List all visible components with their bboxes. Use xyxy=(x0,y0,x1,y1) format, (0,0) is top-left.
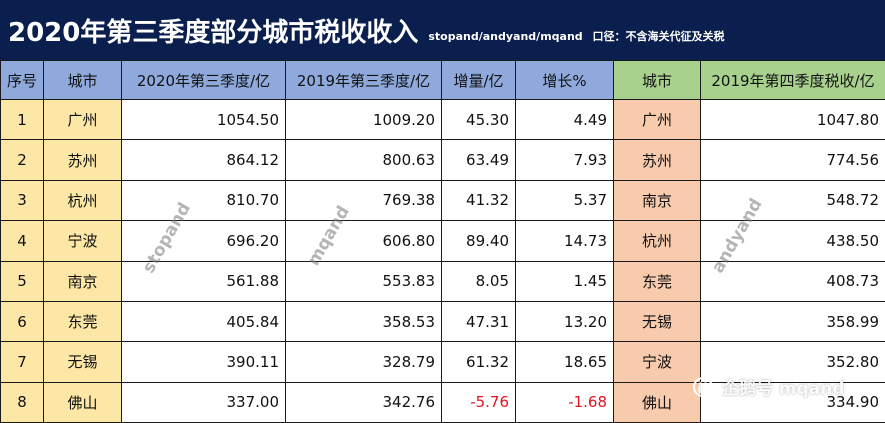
q3-2020-cell: 561.88 xyxy=(121,260,286,302)
city-cell: 南京 xyxy=(43,260,122,302)
q3-2019-cell: 1009.20 xyxy=(285,98,442,141)
q3-2019-cell: 358.53 xyxy=(285,300,442,343)
city-2-cell: 广州 xyxy=(613,98,701,141)
growth-cell: 14.73 xyxy=(515,220,614,262)
city-cell: 无锡 xyxy=(43,341,122,383)
growth-cell: 1.45 xyxy=(515,260,614,302)
penguin-logo-icon xyxy=(693,377,713,397)
title-bar: 2020年第三季度部分城市税收收入 stopand/andyand/mqand … xyxy=(0,0,885,60)
col-header-rank: 序号 xyxy=(0,60,44,100)
q4-2019-cell: 1047.80 xyxy=(700,98,885,141)
rank-cell: 6 xyxy=(0,300,44,343)
city-2-cell: 无锡 xyxy=(613,300,701,343)
table-row: 6 东莞 405.84 358.53 47.31 13.20 无锡 358.99 xyxy=(0,300,885,343)
q4-2019-cell: 358.99 xyxy=(700,300,885,343)
brand-text: 企鹅号 mqand xyxy=(722,378,845,399)
table-row: 7 无锡 390.11 328.79 61.32 18.65 宁波 352.80 xyxy=(0,341,885,383)
city-cell: 佛山 xyxy=(43,381,122,423)
city-2-cell: 苏州 xyxy=(613,139,701,181)
q3-2020-cell: 390.11 xyxy=(121,341,286,383)
rank-cell: 3 xyxy=(0,179,44,222)
table-row: 1 广州 1054.50 1009.20 45.30 4.49 广州 1047.… xyxy=(0,98,885,141)
col-header-city-2: 城市 xyxy=(613,60,701,100)
q3-2019-cell: 769.38 xyxy=(285,179,442,222)
city-cell: 宁波 xyxy=(43,220,122,262)
q3-2019-cell: 328.79 xyxy=(285,341,442,383)
sources-text: stopand/andyand/mqand xyxy=(428,30,583,43)
q4-2019-cell: 334.90 xyxy=(700,381,885,423)
col-header-city: 城市 xyxy=(43,60,122,100)
q3-2019-cell: 342.76 xyxy=(285,381,442,423)
growth-cell: 7.93 xyxy=(515,139,614,181)
q3-2020-cell: 1054.50 xyxy=(121,98,286,141)
rank-cell: 4 xyxy=(0,220,44,262)
rank-cell: 8 xyxy=(0,381,44,423)
table-row: 4 宁波 696.20 606.80 89.40 14.73 杭州 438.50 xyxy=(0,220,885,262)
city-cell: 广州 xyxy=(43,98,122,141)
brand-watermark: 企鹅号 mqand xyxy=(690,372,845,400)
tax-revenue-table: 序号 城市 2020年第三季度/亿 2019年第三季度/亿 增量/亿 增长% 城… xyxy=(0,60,885,423)
growth-cell: 13.20 xyxy=(515,300,614,343)
city-2-cell: 杭州 xyxy=(613,220,701,262)
table-row: 5 南京 561.88 553.83 8.05 1.45 东莞 408.73 xyxy=(0,260,885,302)
q4-2019-cell: 548.72 xyxy=(700,179,885,222)
rank-cell: 1 xyxy=(0,98,44,141)
increase-cell: 63.49 xyxy=(441,139,516,181)
page-title: 2020年第三季度部分城市税收收入 xyxy=(8,17,419,48)
table-row: 8 佛山 337.00 342.76 -5.76 -1.68 佛山 334.90 xyxy=(0,381,885,423)
q3-2020-cell: 810.70 xyxy=(121,179,286,222)
increase-cell: 41.32 xyxy=(441,179,516,222)
city-cell: 东莞 xyxy=(43,300,122,343)
increase-cell: 8.05 xyxy=(441,260,516,302)
scope-note: 口径：不含海关代征及关税 xyxy=(592,30,725,43)
increase-cell-negative: -5.76 xyxy=(441,381,516,423)
rank-cell: 5 xyxy=(0,260,44,302)
col-header-growth: 增长% xyxy=(515,60,614,100)
q3-2020-cell: 337.00 xyxy=(121,381,286,423)
q3-2019-cell: 800.63 xyxy=(285,139,442,181)
city-2-cell: 佛山 xyxy=(613,381,701,423)
q3-2019-cell: 606.80 xyxy=(285,220,442,262)
q3-2019-cell: 553.83 xyxy=(285,260,442,302)
city-2-cell: 东莞 xyxy=(613,260,701,302)
q3-2020-cell: 696.20 xyxy=(121,220,286,262)
rank-cell: 7 xyxy=(0,341,44,383)
increase-cell: 47.31 xyxy=(441,300,516,343)
col-header-q4-2019: 2019年第四季度税收/亿 xyxy=(700,60,885,100)
q3-2020-cell: 864.12 xyxy=(121,139,286,181)
growth-cell: 5.37 xyxy=(515,179,614,222)
growth-cell: 18.65 xyxy=(515,341,614,383)
q3-2020-cell: 405.84 xyxy=(121,300,286,343)
title-subtitle: stopand/andyand/mqand 口径：不含海关代征及关税 xyxy=(428,28,724,44)
increase-cell: 45.30 xyxy=(441,98,516,141)
col-header-q3-2020: 2020年第三季度/亿 xyxy=(121,60,286,100)
growth-cell: 4.49 xyxy=(515,98,614,141)
city-cell: 苏州 xyxy=(43,139,122,181)
col-header-increase: 增量/亿 xyxy=(441,60,516,100)
increase-cell: 89.40 xyxy=(441,220,516,262)
city-2-cell: 宁波 xyxy=(613,341,701,383)
rank-cell: 2 xyxy=(0,139,44,181)
growth-cell-negative: -1.68 xyxy=(515,381,614,423)
table-row: 2 苏州 864.12 800.63 63.49 7.93 苏州 774.56 xyxy=(0,139,885,181)
table-row: 3 杭州 810.70 769.38 41.32 5.37 南京 548.72 xyxy=(0,179,885,222)
q4-2019-cell: 774.56 xyxy=(700,139,885,181)
header-row: 序号 城市 2020年第三季度/亿 2019年第三季度/亿 增量/亿 增长% 城… xyxy=(0,60,885,100)
city-cell: 杭州 xyxy=(43,179,122,222)
increase-cell: 61.32 xyxy=(441,341,516,383)
city-2-cell: 南京 xyxy=(613,179,701,222)
q4-2019-cell: 438.50 xyxy=(700,220,885,262)
q4-2019-cell: 408.73 xyxy=(700,260,885,302)
col-header-q3-2019: 2019年第三季度/亿 xyxy=(285,60,442,100)
q4-2019-cell: 352.80 xyxy=(700,341,885,383)
